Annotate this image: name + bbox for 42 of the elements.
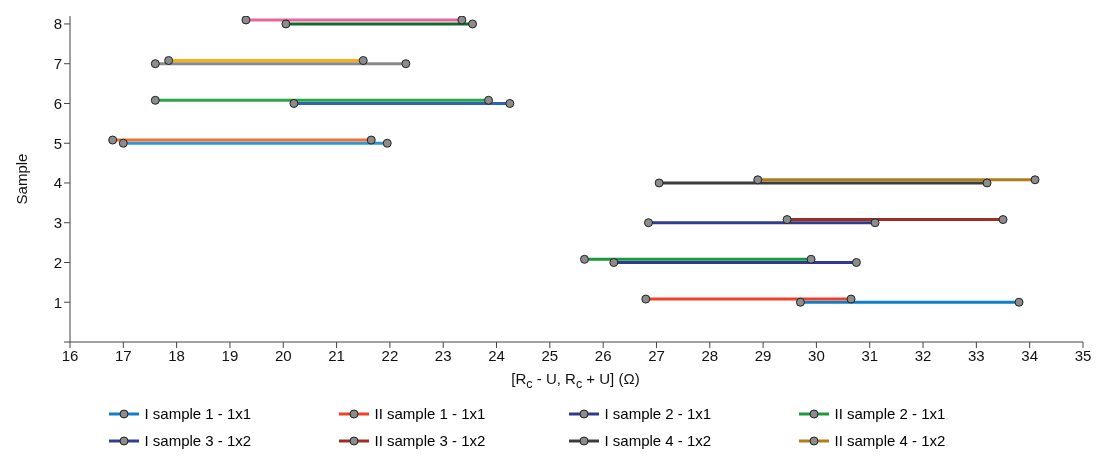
x-tick-label: 35 xyxy=(1074,346,1092,364)
x-tick-label: 18 xyxy=(168,346,185,364)
y-tick-label: 6 xyxy=(53,94,62,112)
x-tick-label: 29 xyxy=(754,346,772,364)
x-tick-label: 22 xyxy=(381,346,399,364)
legend-label: II sample 4 - 1x2 xyxy=(834,432,946,449)
y-tick-label: 4 xyxy=(53,174,62,192)
legend-label: I sample 3 - 1x2 xyxy=(144,432,252,449)
legend-label: I sample 1 - 1x1 xyxy=(144,405,252,422)
point xyxy=(401,59,411,69)
y-axis-title: Sample xyxy=(13,153,31,205)
x-tick-label: 32 xyxy=(914,346,932,364)
x-tick-label: 31 xyxy=(861,346,879,364)
point xyxy=(654,178,664,188)
legend-label: I sample 4 - 1x2 xyxy=(604,432,712,449)
legend-label: II sample 3 - 1x2 xyxy=(374,432,486,449)
legend-label: I sample 2 - 1x1 xyxy=(604,405,712,422)
x-tick-label: 34 xyxy=(1021,346,1039,364)
y-tick-label: 5 xyxy=(53,134,62,152)
y-tick-label: 3 xyxy=(53,214,62,232)
x-tick-label: 17 xyxy=(114,346,132,364)
point xyxy=(150,59,160,69)
x-tick-label: 28 xyxy=(701,346,719,364)
x-tick-label: 24 xyxy=(488,346,505,364)
x-tick-label: 16 xyxy=(61,346,79,364)
x-tick-label: 25 xyxy=(541,346,559,364)
x-tick-label: 26 xyxy=(594,346,612,364)
x-tick-label: 30 xyxy=(808,346,825,364)
y-tick-label: 1 xyxy=(53,293,62,311)
legend-label: II sample 1 - 1x1 xyxy=(374,405,486,422)
x-tick-label: 19 xyxy=(221,346,239,364)
point xyxy=(982,178,992,188)
x-tick-label: 21 xyxy=(328,346,345,364)
x-tick-label: 33 xyxy=(968,346,985,364)
y-tick-label: 2 xyxy=(53,253,62,271)
x-tick-label: 27 xyxy=(648,346,665,364)
y-tick-label: 8 xyxy=(53,15,62,33)
legend-label: II sample 2 - 1x1 xyxy=(834,405,946,422)
y-tick-label: 7 xyxy=(53,55,62,73)
x-axis-title: [R$_{c}$ - U, R$_{c}$ + U] (Ω) xyxy=(510,370,641,391)
x-tick-label: 20 xyxy=(274,346,292,364)
x-tick-label: 23 xyxy=(434,346,452,364)
